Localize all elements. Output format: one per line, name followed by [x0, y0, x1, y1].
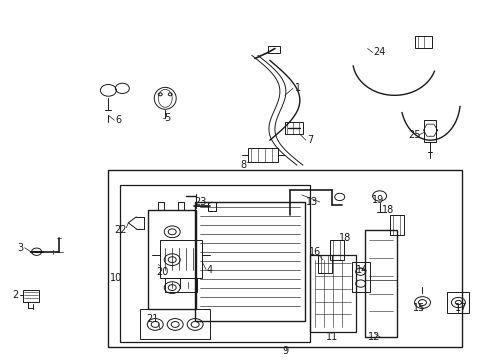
- Text: 18: 18: [381, 205, 393, 215]
- Text: 8: 8: [240, 160, 245, 170]
- Text: 20: 20: [156, 267, 168, 276]
- Text: 15: 15: [412, 302, 425, 312]
- Text: 17: 17: [454, 302, 467, 312]
- Text: 5: 5: [164, 113, 170, 123]
- Bar: [285, 122, 302, 134]
- Bar: [208, 202, 216, 211]
- Bar: [364, 230, 396, 337]
- Text: 16: 16: [308, 247, 320, 257]
- Bar: [389, 215, 403, 235]
- Bar: [447, 292, 468, 314]
- Text: 1: 1: [294, 84, 300, 93]
- Text: 21: 21: [146, 314, 158, 324]
- Text: 9: 9: [282, 346, 288, 356]
- Bar: [424, 120, 436, 142]
- Text: 23: 23: [194, 197, 206, 207]
- Bar: [120, 185, 309, 342]
- Bar: [160, 240, 202, 278]
- Bar: [351, 262, 369, 292]
- Bar: [140, 310, 210, 339]
- Bar: [165, 278, 197, 292]
- Text: 25: 25: [407, 130, 420, 140]
- Text: 18: 18: [338, 233, 350, 243]
- Bar: [309, 255, 355, 332]
- Text: 6: 6: [115, 115, 121, 125]
- Bar: [195, 202, 304, 321]
- Text: 2: 2: [13, 289, 19, 300]
- Text: 12: 12: [367, 332, 380, 342]
- Text: 7: 7: [306, 135, 312, 145]
- Text: 4: 4: [206, 265, 213, 275]
- Text: 14: 14: [355, 265, 367, 275]
- Bar: [148, 210, 196, 310]
- Text: 3: 3: [18, 243, 23, 253]
- Text: 13: 13: [305, 197, 317, 207]
- Bar: [22, 289, 39, 302]
- Bar: [267, 45, 279, 54]
- Bar: [317, 255, 331, 273]
- Text: 10: 10: [110, 273, 122, 283]
- Text: 19: 19: [371, 195, 383, 205]
- Bar: [414, 36, 431, 48]
- Text: 22: 22: [114, 225, 126, 235]
- Bar: [329, 240, 343, 260]
- Bar: [247, 148, 277, 162]
- Text: 24: 24: [373, 48, 385, 58]
- Bar: [108, 170, 462, 347]
- Text: 11: 11: [325, 332, 337, 342]
